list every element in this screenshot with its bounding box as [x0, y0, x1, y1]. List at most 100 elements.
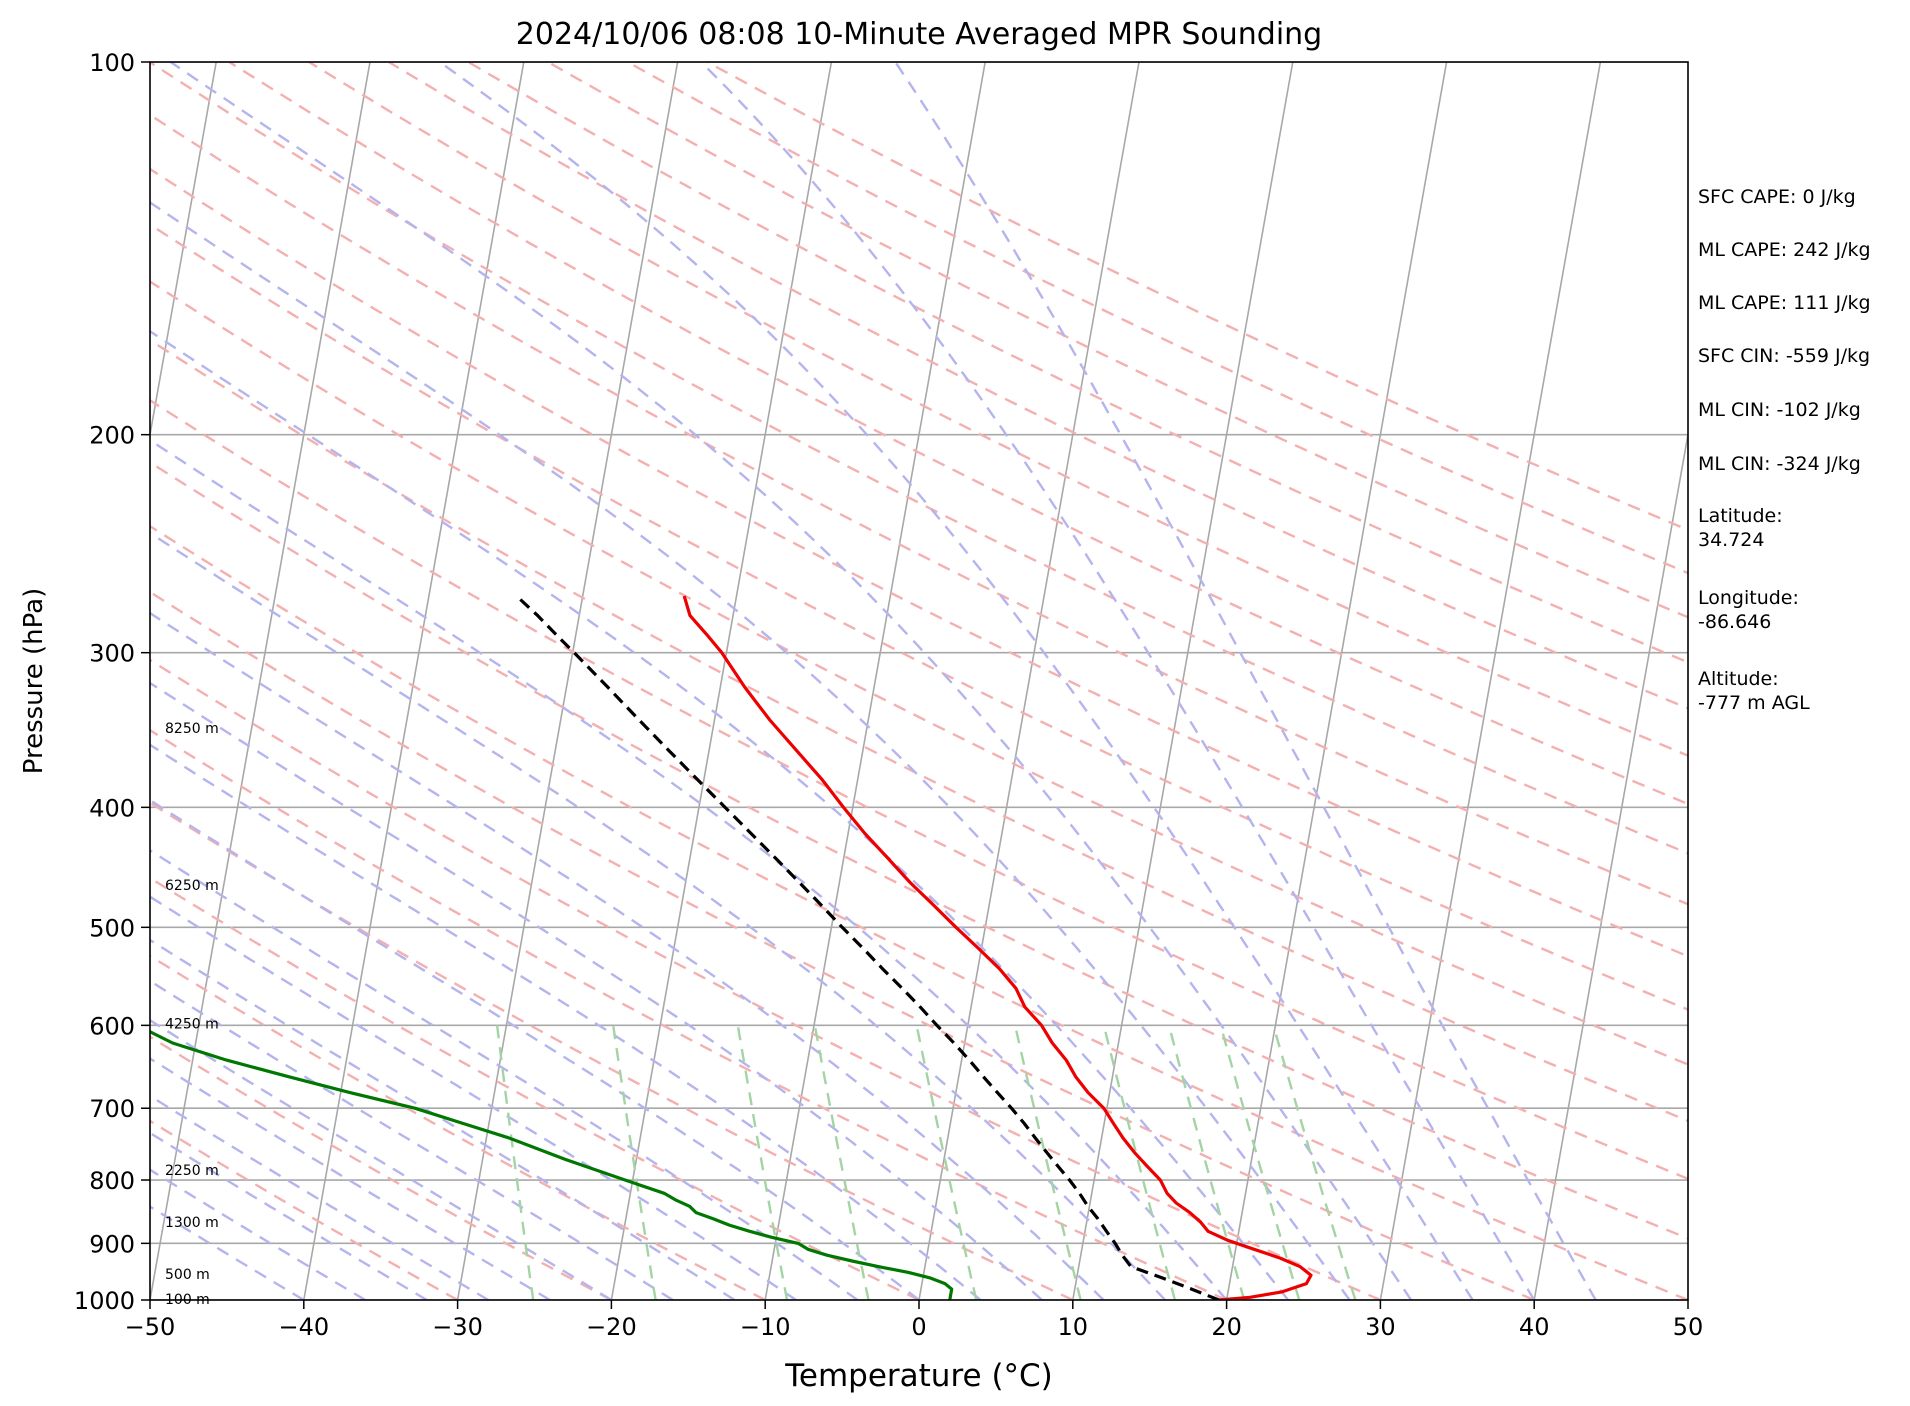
y-tick-label: 900: [89, 1230, 135, 1258]
annotation-text: ML CIN: -102 J/kg: [1698, 399, 1861, 421]
dry-adiabat-line: [150, 524, 1688, 1300]
dry-adiabat-line: [387, 62, 1688, 710]
mixing-ratio-line: [1013, 1025, 1082, 1300]
background-lines: [150, 62, 1688, 1300]
y-tick-label: 300: [89, 640, 135, 668]
x-tick-label: −20: [586, 1313, 637, 1341]
annotation-text: SFC CAPE: 0 J/kg: [1698, 186, 1856, 208]
moist-adiabat-line: [700, 62, 1536, 1300]
annotation-text: SFC CIN: -559 J/kg: [1698, 345, 1870, 367]
height-label: 6250 m: [165, 878, 219, 894]
parcel-profile-line: [515, 594, 1220, 1300]
moist-adiabat-line: [150, 848, 859, 1300]
dry-adiabat-line: [150, 1119, 459, 1300]
isotherm-line: [1533, 429, 1688, 1300]
dry-adiabat-line: [150, 590, 1535, 1300]
moist-adiabat-line: [150, 438, 1228, 1300]
y-axis-label: Pressure (hPa): [19, 588, 49, 775]
temperature-profile-line: [682, 595, 1313, 1300]
moist-adiabat-line: [150, 743, 982, 1300]
moist-adiabat-line: [150, 798, 920, 1300]
dry-adiabat-line: [150, 223, 1688, 1011]
y-tick-label: 200: [89, 422, 135, 450]
x-axis-ticks: −50 −40 −30 −20 −10 0 10 20 30 40 50: [125, 1300, 1704, 1341]
sounding-annotations: SFC CAPE: 0 J/kg ML CAPE: 242 J/kg ML CAPE…: [1698, 186, 1871, 714]
dry-adiabat-line: [150, 876, 920, 1300]
mixing-ratio-line: [495, 1025, 535, 1300]
moist-adiabat-line: [439, 62, 1474, 1300]
x-tick-label: 10: [1058, 1313, 1089, 1341]
moist-adiabat-line: [894, 62, 1597, 1300]
x-tick-label: 20: [1211, 1313, 1242, 1341]
mixing-ratio-line: [915, 1025, 978, 1300]
mixing-ratio-line: [1102, 1025, 1177, 1300]
height-label: 8250 m: [165, 721, 219, 737]
dewpoint-profile-line: [150, 1029, 954, 1300]
dry-adiabat-line: [547, 62, 1688, 619]
x-axis-label: Temperature (°C): [784, 1358, 1053, 1394]
y-tick-label: 100: [89, 49, 135, 77]
annotation-text: Longitude: -86.646: [1698, 587, 1799, 633]
dry-adiabat-line: [150, 280, 1688, 1066]
annotation-text: ML CAPE: 242 J/kg: [1698, 239, 1871, 261]
isotherm-line: [456, 62, 679, 1300]
dry-adiabat-line: [150, 801, 1074, 1300]
y-tick-label: 1000: [74, 1287, 135, 1315]
height-label: 500 m: [165, 1267, 210, 1283]
annotation-text: ML CIN: -324 J/kg: [1698, 453, 1861, 475]
height-label: 4250 m: [165, 1017, 219, 1033]
isotherm-line: [1379, 62, 1602, 1300]
moist-adiabat-line: [169, 62, 1413, 1300]
y-tick-label: 600: [89, 1012, 135, 1040]
y-tick-label: 800: [89, 1167, 135, 1195]
moist-adiabat-line: [150, 531, 1166, 1300]
height-label: 2250 m: [165, 1163, 219, 1179]
isotherm-line: [764, 62, 986, 1300]
annotation-text: ML CAPE: 111 J/kg: [1698, 292, 1871, 314]
x-tick-label: 50: [1673, 1313, 1704, 1341]
dry-adiabat-line: [150, 113, 1688, 906]
mixing-ratio-line: [1167, 1025, 1246, 1300]
x-tick-label: −30: [432, 1313, 483, 1341]
mixing-ratio-line: [1272, 1025, 1357, 1300]
moist-adiabat-line: [150, 329, 1290, 1300]
mixing-ratio-line: [1219, 1025, 1301, 1300]
x-tick-label: −10: [740, 1313, 791, 1341]
x-tick-label: 0: [911, 1313, 926, 1341]
dry-adiabat-line: [150, 954, 766, 1300]
dry-adiabat-line: [150, 398, 1688, 1181]
y-tick-label: 400: [89, 794, 135, 822]
x-tick-label: −40: [278, 1313, 329, 1341]
isotherm-line: [1225, 62, 1448, 1300]
dry-adiabat-line: [626, 62, 1688, 575]
isotherm-line: [1072, 62, 1294, 1300]
dry-adiabat-line: [150, 338, 1688, 1123]
height-label: 1300 m: [165, 1215, 219, 1231]
y-tick-label: 500: [89, 914, 135, 942]
annotation-text: Altitude: -777 m AGL: [1698, 668, 1810, 714]
x-tick-label: 40: [1519, 1313, 1550, 1341]
x-tick-label: −50: [125, 1313, 176, 1341]
y-axis-ticks: 1000 900 800 700 600 500 400 300 200 100: [74, 49, 150, 1315]
moist-adiabat-line: [150, 895, 797, 1300]
dry-adiabat-line: [150, 1035, 612, 1300]
dry-adiabat-line: [150, 167, 1688, 958]
x-tick-label: 30: [1365, 1313, 1396, 1341]
chart-title: 2024/10/06 08:08 10-Minute Averaged MPR …: [516, 17, 1322, 52]
mixing-ratio-line: [736, 1025, 789, 1300]
isotherm-line: [150, 62, 371, 1300]
dry-adiabat-line: [150, 728, 1228, 1300]
data-series: [150, 594, 1313, 1300]
mixing-ratio-line: [612, 1025, 657, 1300]
annotation-text: Latitude: 34.724: [1698, 505, 1783, 551]
y-tick-label: 700: [89, 1095, 135, 1123]
isotherm-line: [610, 62, 833, 1300]
mixing-ratio-line: [813, 1025, 870, 1300]
dry-adiabat-line: [467, 62, 1688, 664]
moist-adiabat-line: [150, 200, 1351, 1300]
moist-adiabat-line: [150, 938, 736, 1300]
isotherm-line: [150, 62, 217, 440]
